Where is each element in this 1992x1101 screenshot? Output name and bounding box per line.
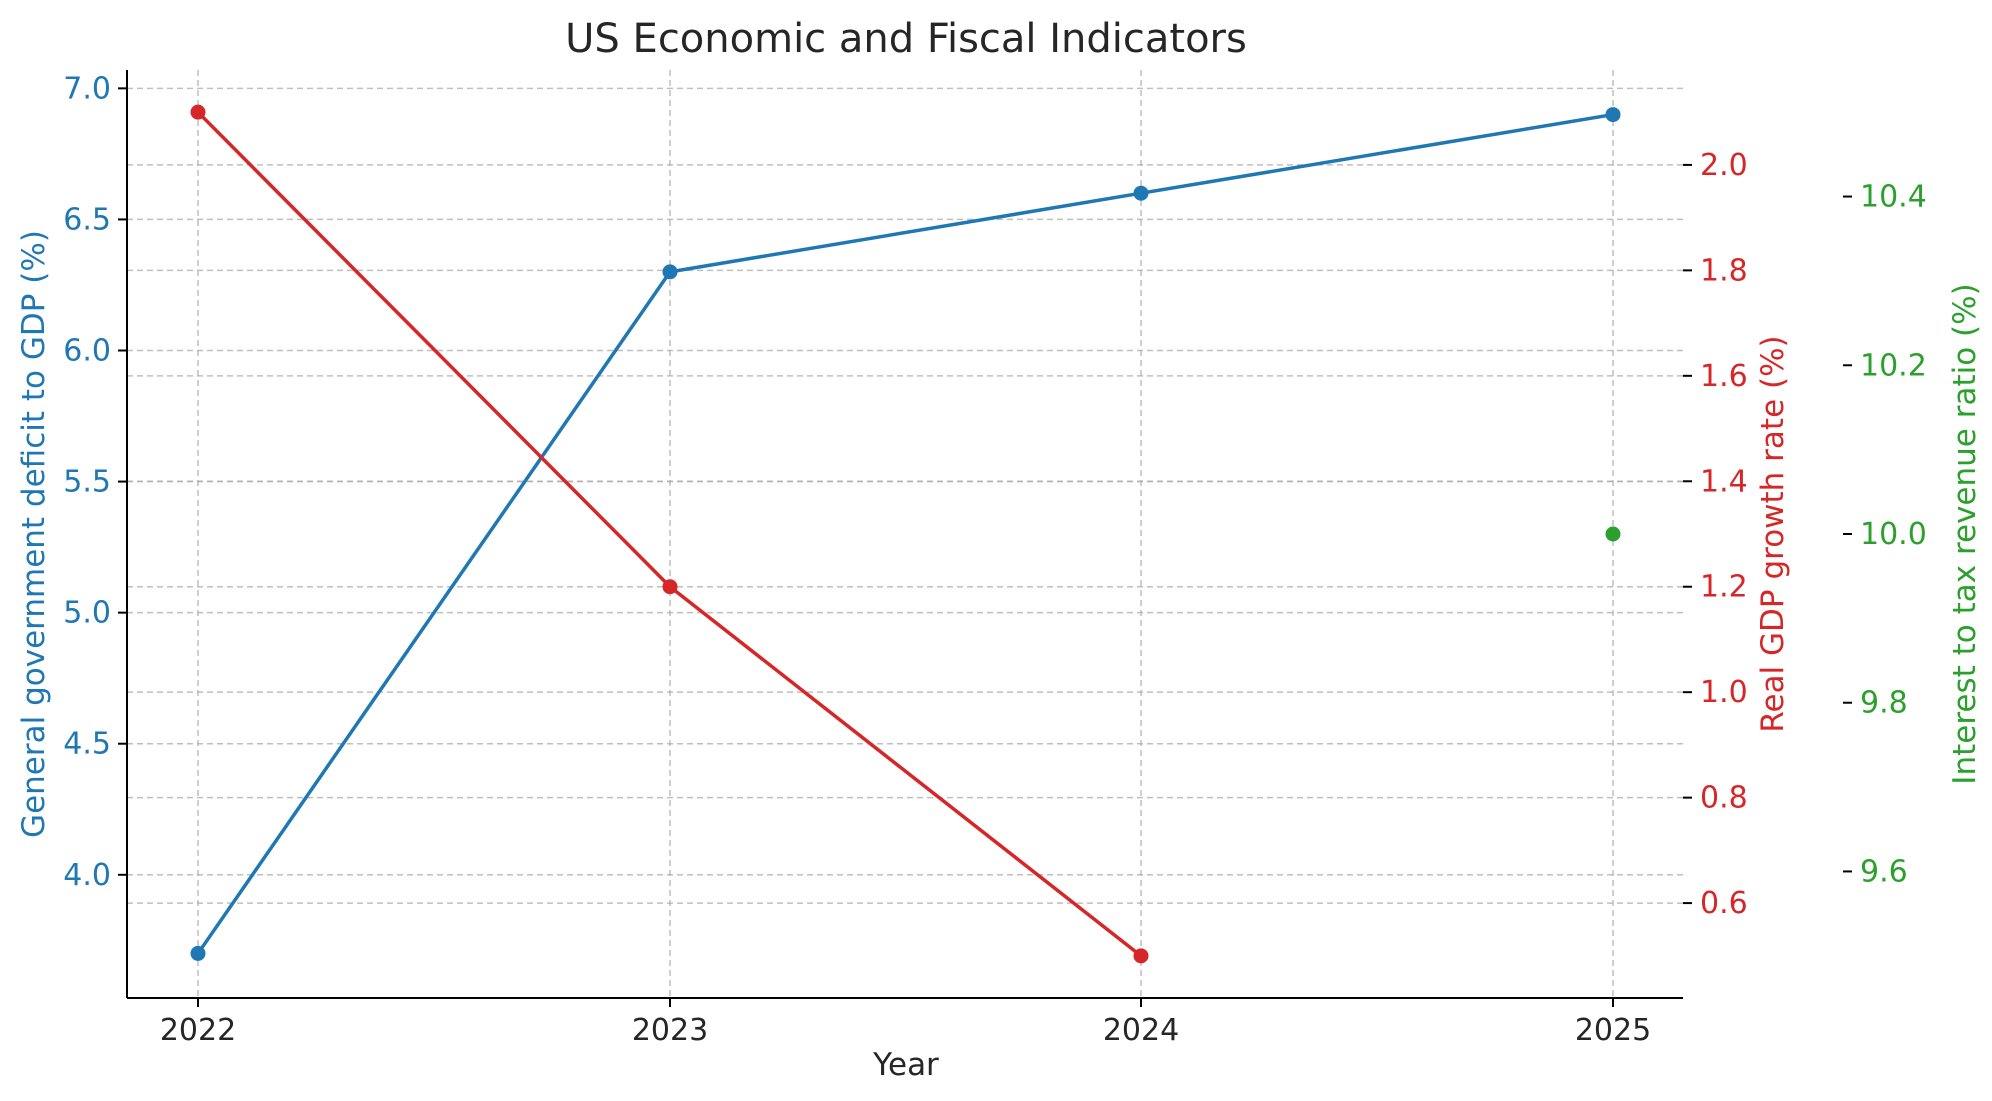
- right-outer-tick-label: 9.8: [1860, 686, 1908, 721]
- series-1-point: [190, 104, 206, 120]
- grid-layer: [127, 70, 1683, 998]
- x-tick-group: 2022 2023 2024 2025: [160, 998, 1651, 1048]
- series-0-point: [1133, 185, 1149, 201]
- left-tick-label: 6.0: [63, 333, 111, 368]
- series-1-point: [1133, 948, 1149, 964]
- x-tick-label: 2024: [1103, 1013, 1179, 1048]
- outer-right-tick-group: 9.6 9.8 10.0 10.2 10.4: [1843, 180, 1927, 889]
- x-axis-label: Year: [872, 1047, 939, 1083]
- series-2-point: [1605, 526, 1621, 542]
- right-axis-label: Real GDP growth rate (%): [1755, 335, 1791, 732]
- left-tick-group: 4.0 4.5 5.0 5.5 6.0 6.5 7.0: [63, 71, 127, 893]
- right-tick-label: 1.8: [1700, 253, 1748, 288]
- left-tick-label: 4.5: [63, 727, 111, 762]
- series-0-point: [190, 945, 206, 961]
- left-tick-label: 5.0: [63, 596, 111, 631]
- right-outer-tick-label: 9.6: [1860, 854, 1908, 889]
- series-0-line: [196, 112, 1614, 955]
- left-tick-label: 5.5: [63, 465, 111, 500]
- x-tick-label: 2023: [632, 1013, 708, 1048]
- x-tick-label: 2025: [1575, 1013, 1651, 1048]
- right-tick-label: 0.8: [1700, 781, 1748, 816]
- left-tick-label: 7.0: [63, 71, 111, 106]
- x-tick-label: 2022: [160, 1013, 236, 1048]
- series-0-point: [1605, 107, 1621, 123]
- series-layer: [190, 104, 1621, 964]
- right-tick-label: 1.4: [1700, 464, 1748, 499]
- right-outer-tick-label: 10.4: [1860, 180, 1927, 215]
- left-axis-label: General government deficit to GDP (%): [16, 230, 52, 838]
- chart-title: US Economic and Fiscal Indicators: [565, 16, 1247, 62]
- outer-right-axis-label: Interest to tax revenue ratio (%): [1947, 283, 1983, 784]
- right-tick-label: 1.6: [1700, 359, 1748, 394]
- series-0-point: [662, 264, 678, 280]
- right-tick-label: 1.2: [1700, 570, 1748, 605]
- left-tick-label: 4.0: [63, 858, 111, 893]
- series-1-point: [662, 579, 678, 595]
- left-tick-label: 6.5: [63, 202, 111, 237]
- right-outer-tick-label: 10.2: [1860, 348, 1927, 383]
- right-tick-group: 0.6 0.8 1.0 1.2 1.4 1.6 1.8 2.0: [1683, 148, 1748, 921]
- right-tick-label: 2.0: [1700, 148, 1748, 183]
- right-tick-label: 1.0: [1700, 675, 1748, 710]
- right-tick-label: 0.6: [1700, 886, 1748, 921]
- right-outer-tick-label: 10.0: [1860, 517, 1927, 552]
